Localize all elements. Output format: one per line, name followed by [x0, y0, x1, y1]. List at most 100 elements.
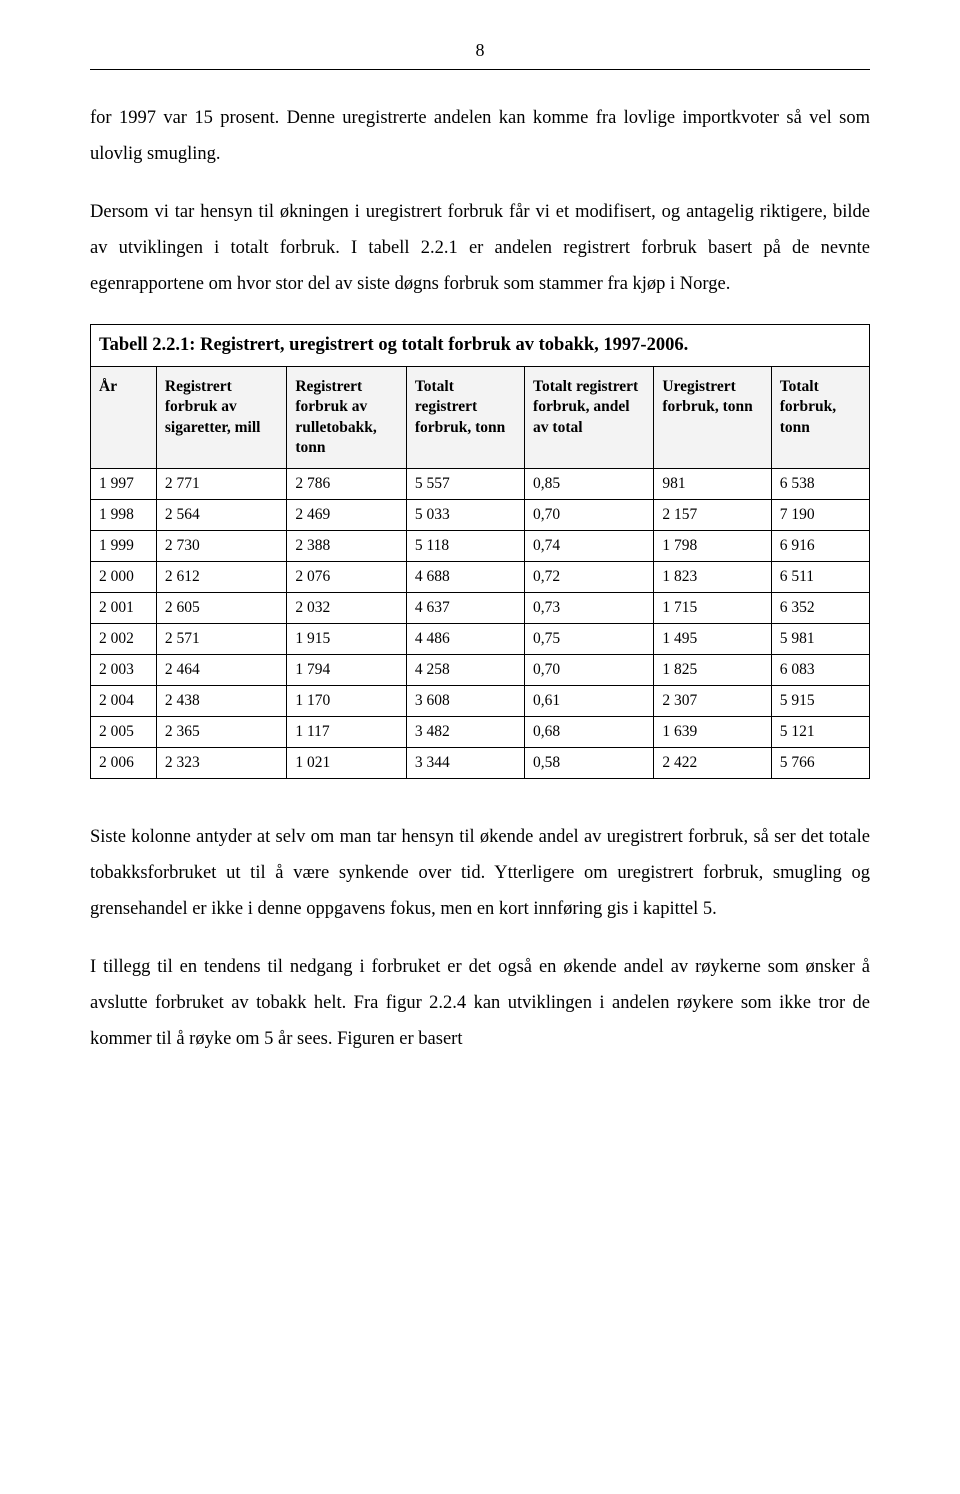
table-cell: 2 001: [91, 592, 157, 623]
table-cell: 0,85: [525, 468, 654, 499]
table-row: 1 9982 5642 4695 0330,702 1577 190: [91, 499, 870, 530]
top-rule: [90, 69, 870, 70]
table-cell: 2 564: [156, 499, 286, 530]
table-cell: 4 258: [406, 654, 524, 685]
paragraph-4: I tillegg til en tendens til nedgang i f…: [90, 949, 870, 1057]
table-cell: 2 006: [91, 747, 157, 778]
table-cell: 6 538: [771, 468, 869, 499]
table-row: 2 0002 6122 0764 6880,721 8236 511: [91, 561, 870, 592]
table-cell: 0,75: [525, 623, 654, 654]
table-cell: 0,72: [525, 561, 654, 592]
col-header-reg-sigaretter: Registrert forbruk av sigaretter, mill: [156, 367, 286, 469]
table-cell: 2 438: [156, 685, 286, 716]
table-cell: 2 612: [156, 561, 286, 592]
table-cell: 0,73: [525, 592, 654, 623]
table-cell: 5 118: [406, 530, 524, 561]
table-cell: 1 117: [287, 716, 407, 747]
col-header-reg-rulletobakk: Registrert forbruk av rulletobakk, tonn: [287, 367, 407, 469]
table-cell: 6 511: [771, 561, 869, 592]
table-cell: 7 190: [771, 499, 869, 530]
table-cell: 2 032: [287, 592, 407, 623]
table-cell: 3 608: [406, 685, 524, 716]
table-row: 2 0032 4641 7944 2580,701 8256 083: [91, 654, 870, 685]
table-cell: 1 715: [654, 592, 771, 623]
table-cell: 1 021: [287, 747, 407, 778]
table-cell: 0,70: [525, 499, 654, 530]
table-cell: 1 639: [654, 716, 771, 747]
paragraph-3: Siste kolonne antyder at selv om man tar…: [90, 819, 870, 927]
table-cell: 2 002: [91, 623, 157, 654]
table-row: 1 9972 7712 7865 5570,859816 538: [91, 468, 870, 499]
paragraph-2: Dersom vi tar hensyn til økningen i ureg…: [90, 194, 870, 302]
table-body: 1 9972 7712 7865 5570,859816 5381 9982 5…: [91, 468, 870, 778]
table-cell: 2 786: [287, 468, 407, 499]
table-cell: 2 005: [91, 716, 157, 747]
table-cell: 1 825: [654, 654, 771, 685]
table-cell: 2 469: [287, 499, 407, 530]
table-cell: 2 157: [654, 499, 771, 530]
table-cell: 2 464: [156, 654, 286, 685]
table-cell: 1 997: [91, 468, 157, 499]
table-row: 1 9992 7302 3885 1180,741 7986 916: [91, 530, 870, 561]
page-number: 8: [90, 40, 870, 61]
table-cell: 2 771: [156, 468, 286, 499]
table-cell: 4 688: [406, 561, 524, 592]
col-header-andel: Totalt registrert forbruk, andel av tota…: [525, 367, 654, 469]
table-cell: 2 076: [287, 561, 407, 592]
table-cell: 2 323: [156, 747, 286, 778]
document-page: 8 for 1997 var 15 prosent. Denne uregist…: [0, 0, 960, 1139]
table-title: Tabell 2.2.1: Registrert, uregistrert og…: [99, 335, 688, 355]
table-row: 2 0042 4381 1703 6080,612 3075 915: [91, 685, 870, 716]
col-header-totalt: Totalt forbruk, tonn: [771, 367, 869, 469]
table-row: 2 0012 6052 0324 6370,731 7156 352: [91, 592, 870, 623]
table-cell: 3 482: [406, 716, 524, 747]
table-cell: 3 344: [406, 747, 524, 778]
table-cell: 0,70: [525, 654, 654, 685]
table-cell: 5 033: [406, 499, 524, 530]
table-cell: 2 003: [91, 654, 157, 685]
table-cell: 1 794: [287, 654, 407, 685]
table-cell: 2 307: [654, 685, 771, 716]
table-cell: 981: [654, 468, 771, 499]
table-cell: 1 998: [91, 499, 157, 530]
table-cell: 4 637: [406, 592, 524, 623]
col-header-year: År: [91, 367, 157, 469]
paragraph-1: for 1997 var 15 prosent. Denne uregistre…: [90, 100, 870, 172]
table-cell: 6 083: [771, 654, 869, 685]
table-cell: 0,68: [525, 716, 654, 747]
table-cell: 2 004: [91, 685, 157, 716]
table-cell: 2 571: [156, 623, 286, 654]
table-cell: 1 495: [654, 623, 771, 654]
table-cell: 1 170: [287, 685, 407, 716]
data-table: Tabell 2.2.1: Registrert, uregistrert og…: [90, 324, 870, 779]
table-row: 2 0062 3231 0213 3440,582 4225 766: [91, 747, 870, 778]
table-cell: 1 999: [91, 530, 157, 561]
table-cell: 2 605: [156, 592, 286, 623]
table-row: 2 0052 3651 1173 4820,681 6395 121: [91, 716, 870, 747]
table-cell: 4 486: [406, 623, 524, 654]
table-title-cell: Tabell 2.2.1: Registrert, uregistrert og…: [91, 325, 870, 367]
table-cell: 6 916: [771, 530, 869, 561]
table-header-row: År Registrert forbruk av sigaretter, mil…: [91, 367, 870, 469]
table-cell: 5 557: [406, 468, 524, 499]
table-cell: 2 422: [654, 747, 771, 778]
table-cell: 6 352: [771, 592, 869, 623]
table-cell: 5 981: [771, 623, 869, 654]
table-cell: 1 915: [287, 623, 407, 654]
col-header-uregistrert: Uregistrert forbruk, tonn: [654, 367, 771, 469]
table-cell: 1 823: [654, 561, 771, 592]
table-cell: 2 000: [91, 561, 157, 592]
table-cell: 5 766: [771, 747, 869, 778]
table-cell: 2 730: [156, 530, 286, 561]
table-cell: 1 798: [654, 530, 771, 561]
table-cell: 0,61: [525, 685, 654, 716]
table-cell: 5 915: [771, 685, 869, 716]
table-row: 2 0022 5711 9154 4860,751 4955 981: [91, 623, 870, 654]
table-cell: 2 388: [287, 530, 407, 561]
table-cell: 5 121: [771, 716, 869, 747]
table-title-row: Tabell 2.2.1: Registrert, uregistrert og…: [91, 325, 870, 367]
col-header-totalt-registrert: Totalt registrert forbruk, tonn: [406, 367, 524, 469]
table-cell: 2 365: [156, 716, 286, 747]
table-cell: 0,58: [525, 747, 654, 778]
table-cell: 0,74: [525, 530, 654, 561]
